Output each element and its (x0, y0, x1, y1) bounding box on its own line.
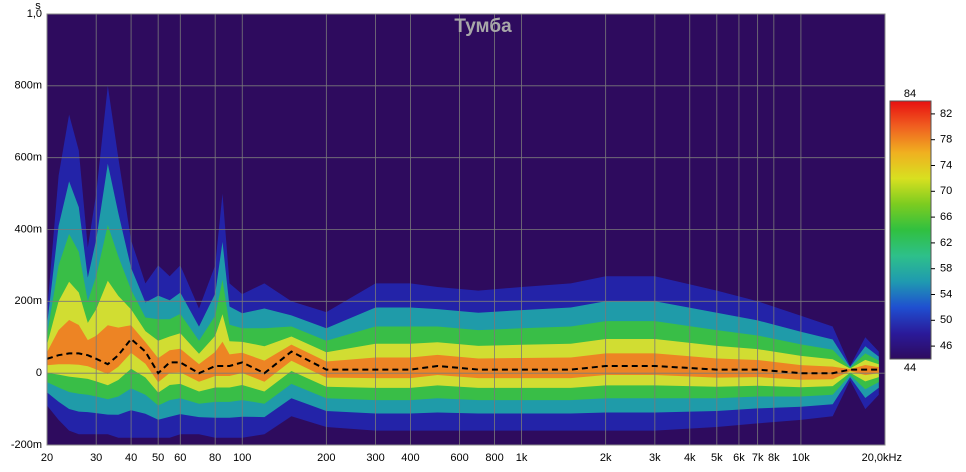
y-tick-label: 1,0 (27, 8, 42, 20)
colorbar-tick-label: 44 (904, 362, 916, 374)
x-tick-label: 20,0kHz (862, 452, 902, 464)
y-tick-label: 600m (14, 152, 42, 164)
colorbar-tick-label: 50 (940, 314, 952, 326)
x-tick-label: 40 (125, 452, 137, 464)
x-tick-label: 2k (600, 452, 612, 464)
heat-layer (47, 320, 879, 383)
colorbar-tick-label: 66 (940, 211, 952, 223)
decay-line (47, 337, 879, 375)
colorbar-tick-label: 58 (940, 263, 952, 275)
colorbar-tick-label: 70 (940, 185, 952, 197)
x-tick-label: 200 (317, 452, 335, 464)
heatmap (47, 85, 879, 438)
colorbar-tick-label: 82 (940, 108, 952, 120)
x-tick-label: 30 (90, 452, 102, 464)
x-tick-label: 1k (516, 452, 528, 464)
x-tick-label: 8k (768, 452, 780, 464)
x-tick-label: 60 (174, 452, 186, 464)
x-tick-label: 6k (733, 452, 745, 464)
y-tick-label: 800m (14, 80, 42, 92)
x-tick-label: 5k (711, 452, 723, 464)
chart-title: Тумба (454, 16, 512, 37)
x-tick-label: 400 (401, 452, 419, 464)
x-tick-label: 10k (792, 452, 810, 464)
y-tick-label: -200m (11, 439, 42, 451)
colorbar-tick-label: 54 (940, 288, 952, 300)
colorbar (889, 100, 932, 360)
x-tick-label: 80 (209, 452, 221, 464)
y-unit: s (35, 0, 41, 12)
colorbar-tick-label: 62 (940, 237, 952, 249)
colorbar-tick-label: 74 (940, 159, 952, 171)
x-tick-label: 20 (41, 452, 53, 464)
y-tick-label: 0 (36, 367, 42, 379)
y-tick-label: 400m (14, 223, 42, 235)
x-tick-label: 7k (752, 452, 764, 464)
x-tick-label: 300 (366, 452, 384, 464)
x-tick-label: 800 (485, 452, 503, 464)
x-tick-label: 3k (649, 452, 661, 464)
colorbar-tick-label: 46 (940, 340, 952, 352)
x-tick-label: 100 (233, 452, 251, 464)
colorbar-tick-label: 84 (904, 88, 916, 100)
colorbar-tick-label: 78 (940, 134, 952, 146)
x-tick-label: 50 (152, 452, 164, 464)
x-tick-label: 4k (684, 452, 696, 464)
x-tick-label: 600 (450, 452, 468, 464)
y-tick-label: 200m (14, 295, 42, 307)
decay-line (47, 337, 879, 375)
plot-border (46, 13, 886, 446)
